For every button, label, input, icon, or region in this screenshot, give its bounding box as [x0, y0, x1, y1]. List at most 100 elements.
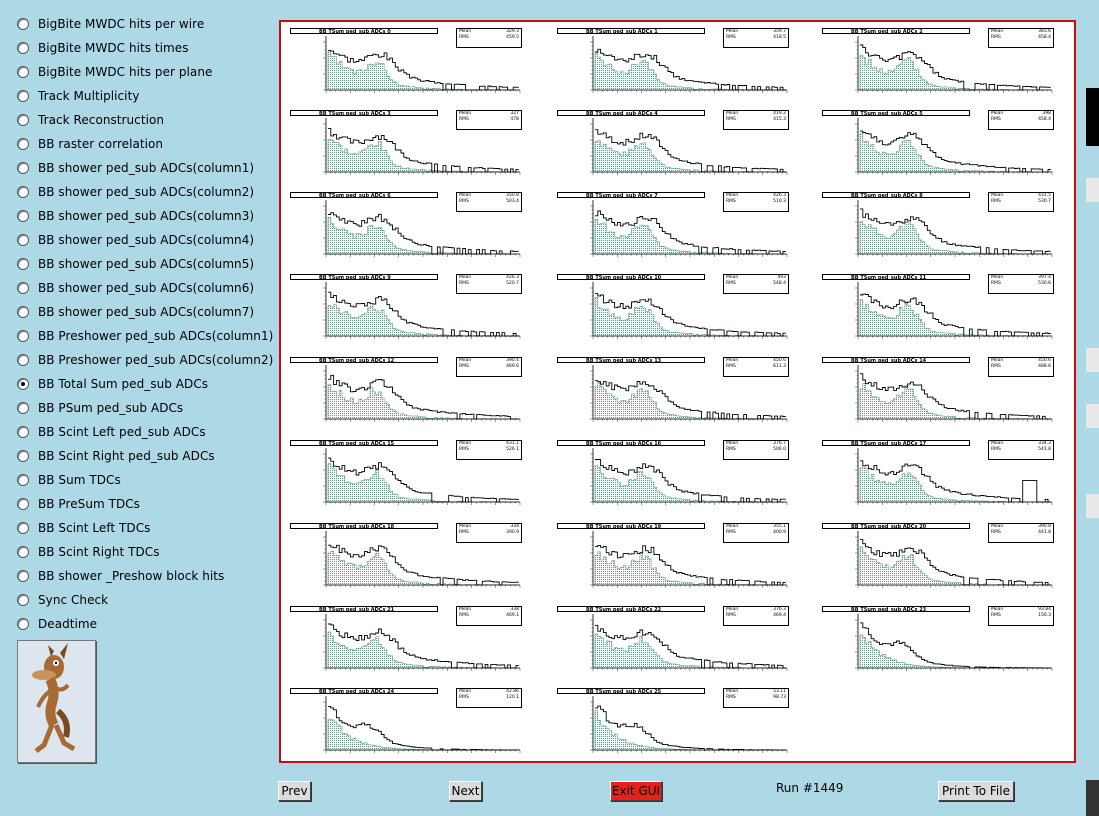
histogram-option[interactable]: Deadtime: [17, 614, 97, 634]
radio-button[interactable]: [17, 450, 29, 462]
rms-value: 488.6: [1038, 363, 1051, 369]
histogram-panel[interactable]: BB TSum ped_sub ADCs 14 Mean 450.6 RMS 488…: [822, 357, 1054, 429]
histogram-panel[interactable]: BB TSum ped_sub ADCs 6 Mean 350.8 RMS 503.…: [290, 192, 522, 264]
histogram-option[interactable]: Track Reconstruction: [17, 110, 164, 130]
histogram-title: BB TSum ped_sub ADCs 12: [290, 357, 438, 363]
radio-button[interactable]: [17, 258, 29, 270]
radio-button[interactable]: [17, 306, 29, 318]
histogram-option[interactable]: BB raster correlation: [17, 134, 163, 154]
histogram-panel[interactable]: BB TSum ped_sub ADCs 25 Mean 53.11 RMS 98.…: [557, 688, 789, 760]
histogram-panel[interactable]: BB TSum ped_sub ADCs 13 Mean 450.6 RMS 611…: [557, 357, 789, 429]
histogram-panel[interactable]: BB TSum ped_sub ADCs 5 Mean 398 RMS 458.4: [822, 110, 1054, 182]
histogram-option[interactable]: BB Scint Left TDCs: [17, 518, 150, 538]
histogram-panel[interactable]: BB TSum ped_sub ADCs 3 Mean 327 RMS 478: [290, 110, 522, 182]
histogram-option[interactable]: Track Multiplicity: [17, 86, 139, 106]
histogram-option[interactable]: BigBite MWDC hits times: [17, 38, 189, 58]
histogram-plot: [855, 531, 1053, 588]
radio-button[interactable]: [17, 282, 29, 294]
radio-button[interactable]: [17, 234, 29, 246]
histogram-panel[interactable]: BB TSum ped_sub ADCs 18 Mean 334 RMS 390.9: [290, 523, 522, 595]
histogram-panel[interactable]: BB TSum ped_sub ADCs 24 Mean 42.86 RMS 120…: [290, 688, 522, 760]
radio-button[interactable]: [17, 18, 29, 30]
histogram-panel[interactable]: BB TSum ped_sub ADCs 11 Mean 397.4 RMS 530…: [822, 274, 1054, 346]
radio-button[interactable]: [17, 138, 29, 150]
radio-button[interactable]: [17, 330, 29, 342]
histogram-option[interactable]: BB PreSum TDCs: [17, 494, 140, 514]
histogram-title: BB TSum ped_sub ADCs 2: [822, 28, 970, 34]
histogram-plot: [323, 200, 521, 257]
histogram-canvas[interactable]: BB TSum ped_sub ADCs 0 Mean 329.3 RMS 459.…: [279, 20, 1076, 763]
histogram-panel[interactable]: BB TSum ped_sub ADCs 7 Mean 426.3 RMS 510.…: [557, 192, 789, 264]
mean-value: 355.1: [773, 524, 786, 529]
histogram-panel[interactable]: BB TSum ped_sub ADCs 10 Mean 493 RMS 548.4: [557, 274, 789, 346]
histogram-option[interactable]: Sync Check: [17, 590, 108, 610]
histogram-option[interactable]: BB Scint Right ped_sub ADCs: [17, 446, 215, 466]
histogram-panel[interactable]: BB TSum ped_sub ADCs 23 Mean 93.84 RMS 156…: [822, 606, 1054, 678]
radio-button[interactable]: [17, 186, 29, 198]
radio-button[interactable]: [17, 378, 29, 390]
histogram-option[interactable]: BB shower _Preshow block hits: [17, 566, 224, 586]
histogram-option-label: BB Scint Right ped_sub ADCs: [38, 449, 215, 463]
histogram-plot: [855, 614, 1053, 671]
histogram-option[interactable]: BB shower ped_sub ADCs(column5): [17, 254, 254, 274]
radio-button[interactable]: [17, 66, 29, 78]
histogram-option[interactable]: BB Total Sum ped_sub ADCs: [17, 374, 208, 394]
prev-button[interactable]: Prev: [278, 781, 311, 801]
radio-button[interactable]: [17, 546, 29, 558]
radio-button[interactable]: [17, 162, 29, 174]
mean-label: Mean: [991, 29, 1004, 34]
histogram-stats-box: Mean 376.3 RMS 469.4: [723, 606, 789, 626]
histogram-panel[interactable]: BB TSum ped_sub ADCs 16 Mean 376.7 RMS 506…: [557, 440, 789, 512]
histogram-option[interactable]: BB Sum TDCs: [17, 470, 121, 490]
histogram-option[interactable]: BB shower ped_sub ADCs(column4): [17, 230, 254, 250]
histogram-panel[interactable]: BB TSum ped_sub ADCs 9 Mean 426.3 RMS 520.…: [290, 274, 522, 346]
histogram-stats-box: Mean 334.3 RMS 541.8: [988, 440, 1054, 460]
mean-value: 334: [510, 524, 519, 529]
radio-button[interactable]: [17, 402, 29, 414]
histogram-plot: [590, 118, 788, 175]
exit-gui-button[interactable]: Exit GUI: [610, 781, 662, 801]
histogram-option[interactable]: BigBite MWDC hits per plane: [17, 62, 212, 82]
print-to-file-button[interactable]: Print To File: [938, 781, 1014, 801]
histogram-option[interactable]: BB Preshower ped_sub ADCs(column2): [17, 350, 273, 370]
radio-button[interactable]: [17, 522, 29, 534]
radio-button[interactable]: [17, 498, 29, 510]
radio-button[interactable]: [17, 474, 29, 486]
histogram-option[interactable]: BB shower ped_sub ADCs(column6): [17, 278, 254, 298]
histogram-panel[interactable]: BB TSum ped_sub ADCs 12 Mean 390.4 RMS 469…: [290, 357, 522, 429]
histogram-panel[interactable]: BB TSum ped_sub ADCs 2 Mean 383.6 RMS 458.…: [822, 28, 1054, 100]
radio-button[interactable]: [17, 618, 29, 630]
histogram-panel[interactable]: BB TSum ped_sub ADCs 20 Mean 390.8 RMS 441…: [822, 523, 1054, 595]
next-button[interactable]: Next: [449, 781, 482, 801]
histogram-panel[interactable]: BB TSum ped_sub ADCs 19 Mean 355.1 RMS 400…: [557, 523, 789, 595]
histogram-option[interactable]: BB shower ped_sub ADCs(column3): [17, 206, 254, 226]
right-edge-scrollbar[interactable]: [1086, 88, 1099, 816]
histogram-option[interactable]: BB Preshower ped_sub ADCs(column1): [17, 326, 273, 346]
radio-button[interactable]: [17, 42, 29, 54]
histogram-option[interactable]: BB PSum ped_sub ADCs: [17, 398, 183, 418]
histogram-panel[interactable]: BB TSum ped_sub ADCs 0 Mean 329.3 RMS 459.…: [290, 28, 522, 100]
histogram-option[interactable]: BB Scint Right TDCs: [17, 542, 160, 562]
radio-button[interactable]: [17, 114, 29, 126]
histogram-option[interactable]: BB shower ped_sub ADCs(column2): [17, 182, 254, 202]
radio-button[interactable]: [17, 210, 29, 222]
histogram-panel[interactable]: BB TSum ped_sub ADCs 4 Mean 419.2 RMS 415.…: [557, 110, 789, 182]
histogram-option[interactable]: BB shower ped_sub ADCs(column1): [17, 158, 254, 178]
histogram-option[interactable]: BB shower ped_sub ADCs(column7): [17, 302, 254, 322]
rms-label: RMS: [991, 363, 1001, 369]
radio-button[interactable]: [17, 570, 29, 582]
histogram-panel[interactable]: BB TSum ped_sub ADCs 17 Mean 334.3 RMS 541…: [822, 440, 1054, 512]
histogram-panel[interactable]: BB TSum ped_sub ADCs 15 Mean 431.1 RMS 526…: [290, 440, 522, 512]
mean-value: 42.86: [506, 689, 519, 694]
histogram-option[interactable]: BigBite MWDC hits per wire: [17, 14, 204, 34]
histogram-panel[interactable]: BB TSum ped_sub ADCs 8 Mean 431.5 RMS 530.…: [822, 192, 1054, 264]
histogram-panel[interactable]: BB TSum ped_sub ADCs 22 Mean 376.3 RMS 469…: [557, 606, 789, 678]
mean-label: Mean: [726, 441, 739, 446]
radio-button[interactable]: [17, 354, 29, 366]
radio-button[interactable]: [17, 426, 29, 438]
histogram-panel[interactable]: BB TSum ped_sub ADCs 1 Mean 359.7 RMS 418.…: [557, 28, 789, 100]
radio-button[interactable]: [17, 90, 29, 102]
histogram-option[interactable]: BB Scint Left ped_sub ADCs: [17, 422, 206, 442]
histogram-panel[interactable]: BB TSum ped_sub ADCs 21 Mean 338 RMS 469.1: [290, 606, 522, 678]
radio-button[interactable]: [17, 594, 29, 606]
